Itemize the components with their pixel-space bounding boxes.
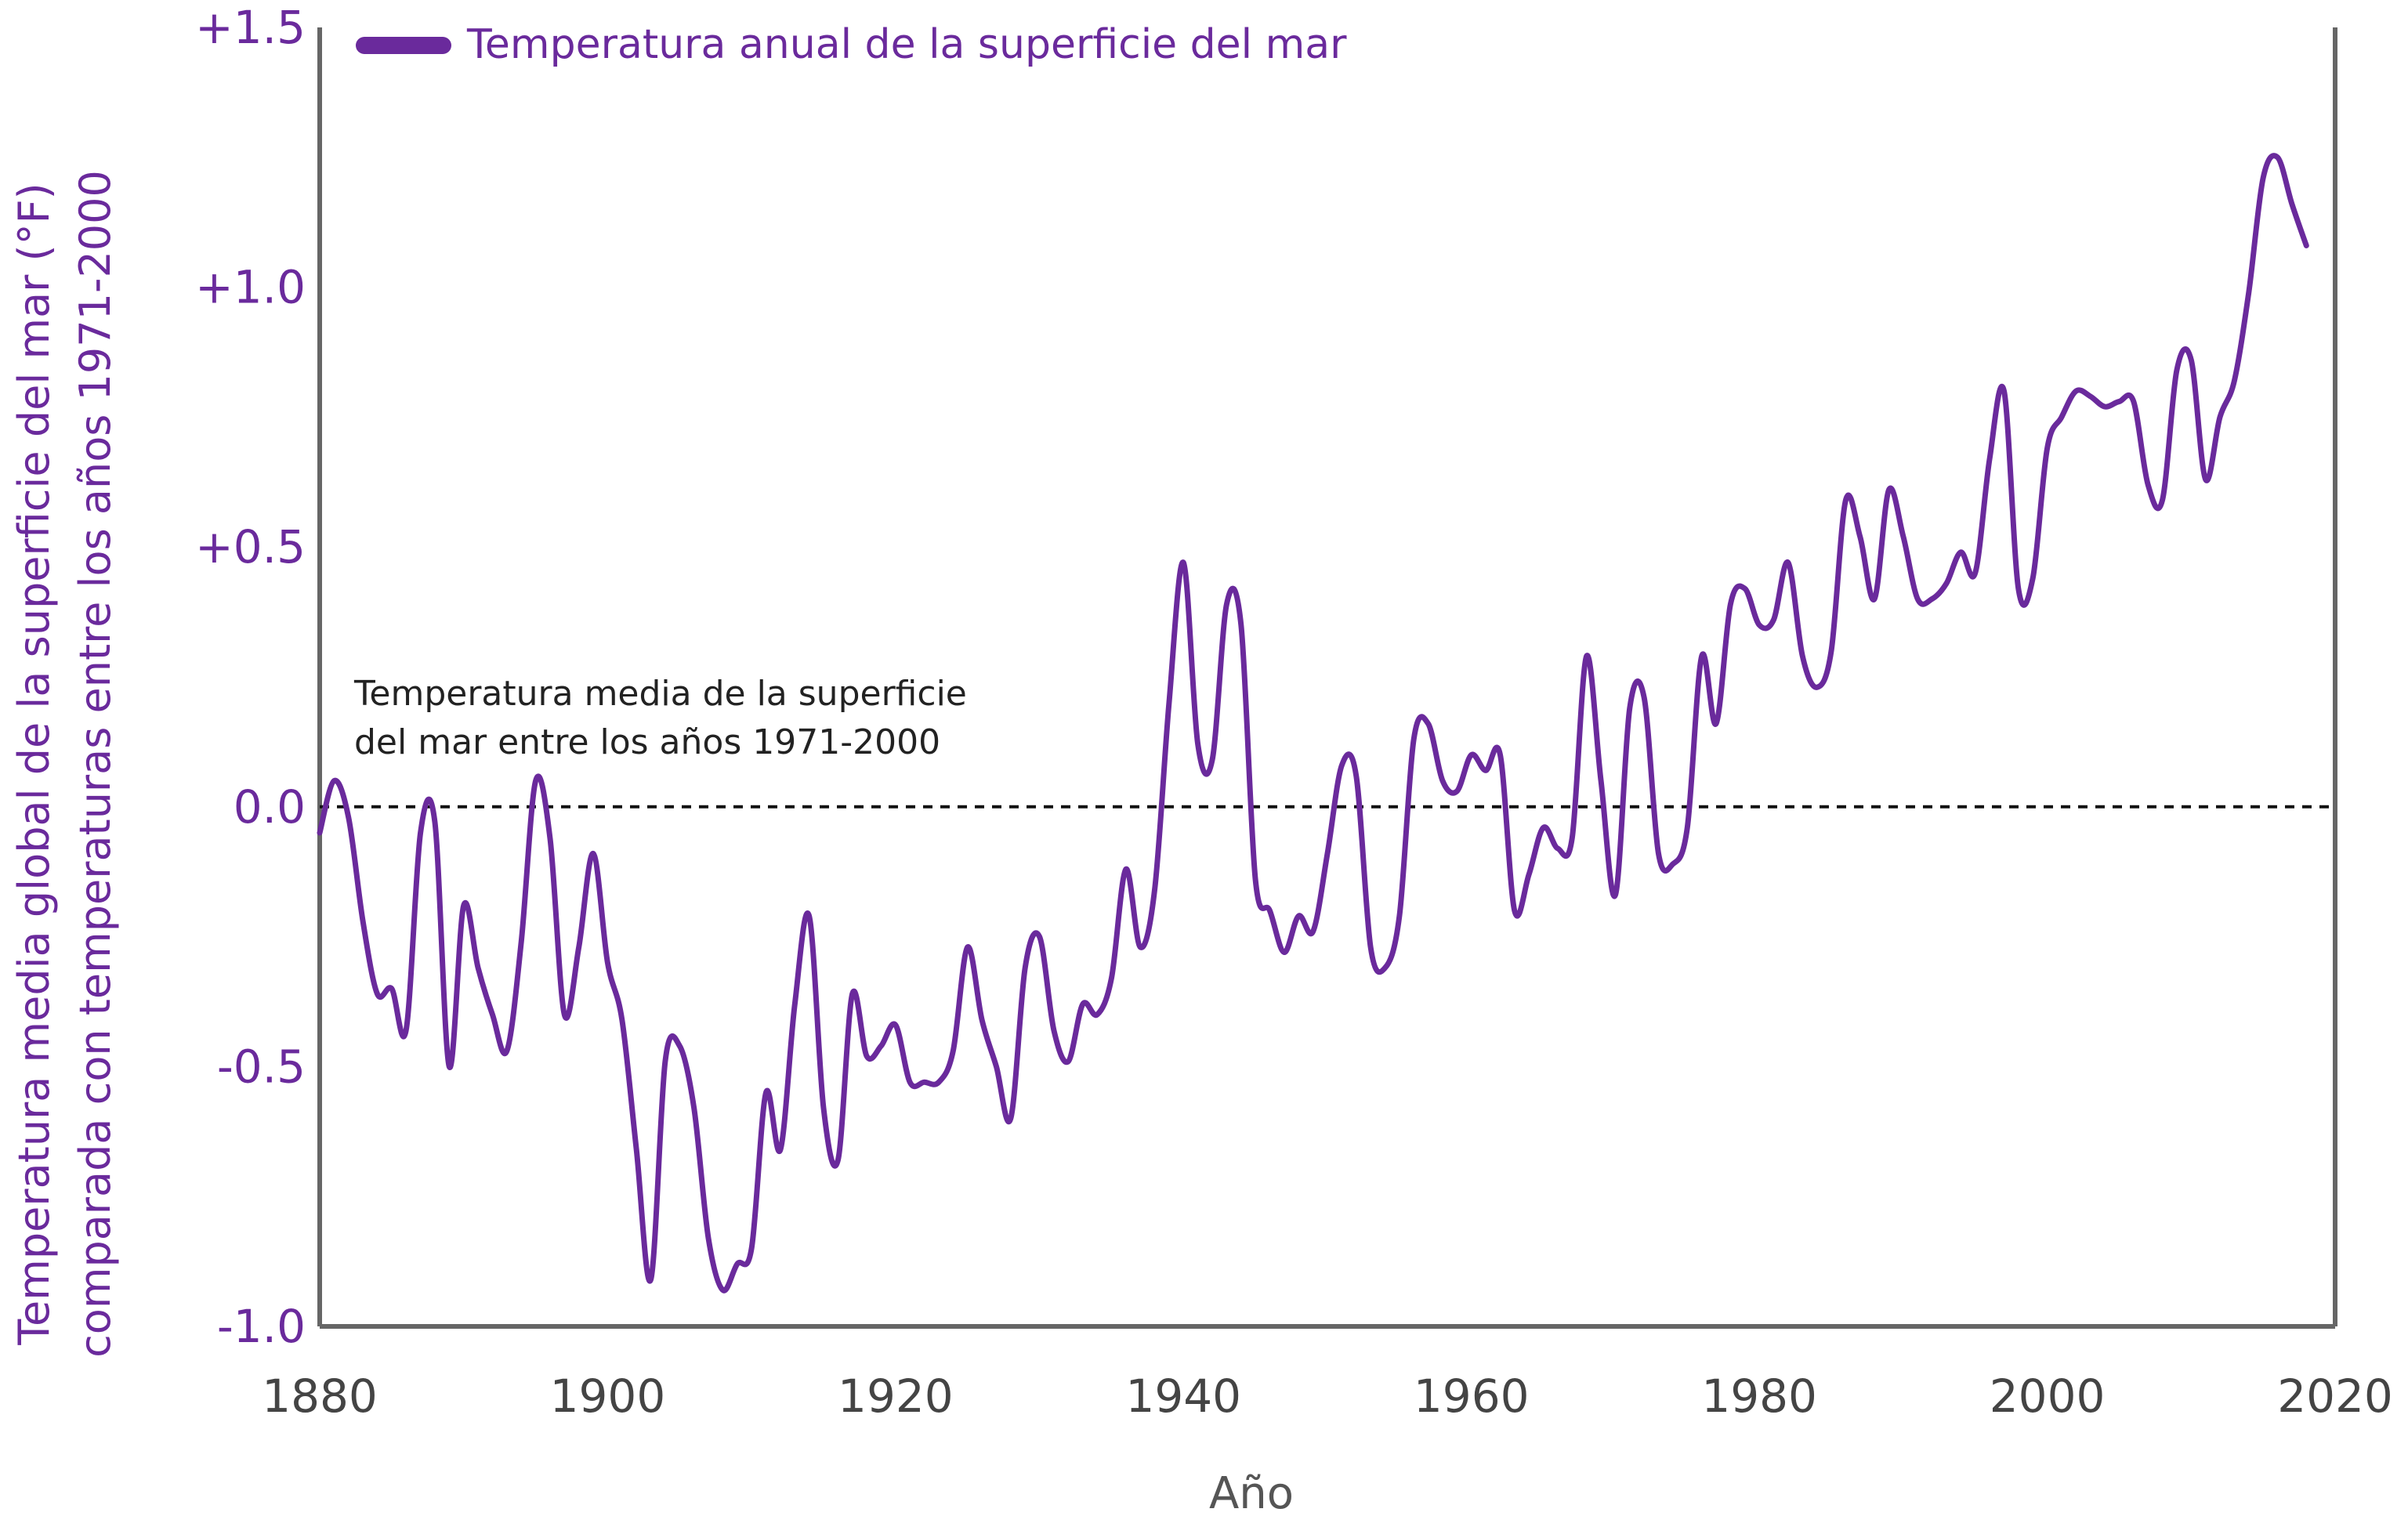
legend-label: Temperatura anual de la superficie del m… [466, 21, 1347, 68]
x-tick-label: 2000 [1990, 1369, 2106, 1423]
y-tick-label: 0.0 [234, 780, 306, 834]
y-axis-title-line2: comparada con temperaturas entre los año… [71, 170, 120, 1358]
x-tick-label: 1900 [550, 1369, 666, 1423]
x-tick-label: 1960 [1414, 1369, 1530, 1423]
x-tick-labels: 1880 1900 1920 1940 1960 1980 2000 2020 [262, 1369, 2393, 1423]
reference-annotation-line2: del mar entre los años 1971-2000 [354, 722, 940, 762]
y-tick-label: +1.5 [195, 1, 306, 54]
y-tick-label: +0.5 [195, 520, 306, 573]
y-tick-labels: +1.5 +1.0 +0.5 0.0 -0.5 -1.0 [195, 1, 306, 1353]
y-tick-label: +1.0 [195, 261, 306, 314]
y-axis-title-line1: Temperatura media global de la superfici… [9, 183, 59, 1346]
x-tick-label: 1980 [1701, 1369, 1817, 1423]
x-tick-label: 1920 [838, 1369, 954, 1423]
legend: Temperatura anual de la superficie del m… [356, 21, 1347, 68]
x-tick-label: 1940 [1125, 1369, 1241, 1423]
y-tick-label: -0.5 [217, 1040, 306, 1093]
x-axis-title: Año [1209, 1468, 1294, 1516]
reference-annotation-line1: Temperatura media de la superficie [353, 674, 967, 714]
series-line-sea-surface-temperature [317, 153, 2309, 1293]
y-tick-label: -1.0 [217, 1300, 306, 1353]
x-tick-label: 1880 [262, 1369, 378, 1423]
x-tick-label: 2020 [2277, 1369, 2393, 1423]
